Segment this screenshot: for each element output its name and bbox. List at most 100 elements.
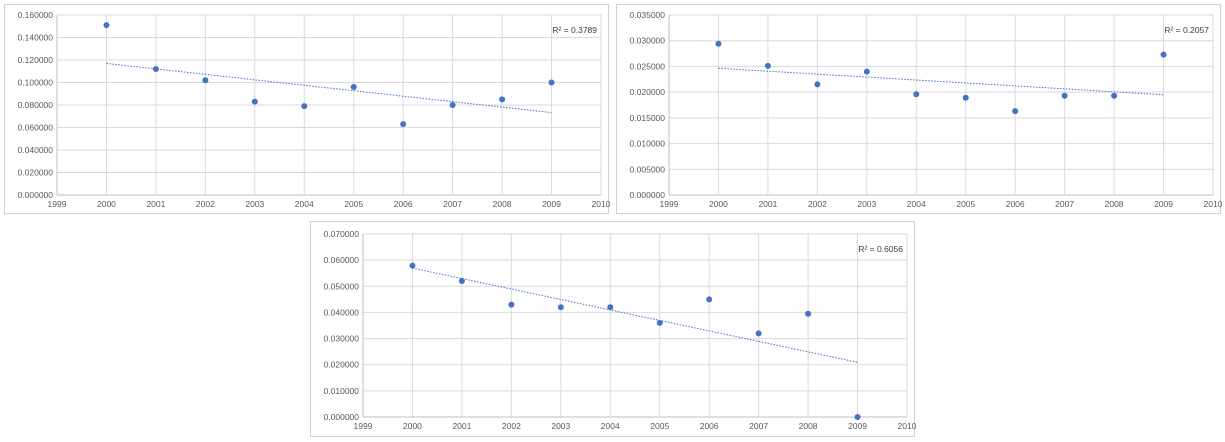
r-squared-label: R² = 0.6056 [858,244,903,254]
y-tick-label: 0.000000 [18,190,54,200]
data-point [152,66,159,72]
data-point [251,98,258,105]
chart-2-svg: 0.000000 0.005000 0.010000 0.015000 0.020000… [630,10,1223,209]
y-tick-label: 0.060000 [324,255,360,265]
data-point [449,102,456,108]
y-tick-label: 0.120000 [18,55,54,65]
x-tick-label: 2004 [601,421,620,431]
y-tick-label: 0.015000 [630,113,666,123]
x-tick-label: 2000 [97,199,116,209]
x-tick-label: 2006 [394,199,413,209]
x-tick-label: 2007 [443,199,462,209]
y-tick-label: 0.025000 [630,61,666,71]
data-point [400,121,407,128]
y-tick-label: 0.020000 [324,360,360,370]
x-tick-label: 2010 [1204,199,1223,209]
x-tick-label: 2006 [700,421,719,431]
data-point [854,414,861,420]
x-tick-label: 2004 [295,199,314,209]
y-tick-label: 0.100000 [18,78,54,88]
r-squared-label: R² = 0.2057 [1164,25,1209,35]
y-tick-label: 0.060000 [18,123,54,133]
data-point [962,94,969,101]
x-tick-label: 2005 [344,199,363,209]
x-tick-label: 2000 [403,421,422,431]
y-tick-label: 0.020000 [630,87,666,97]
data-point [805,310,812,317]
chart-panel-1: 0.000000 0.020000 0.040000 0.060000 0.080000… [4,4,611,214]
data-point [1160,51,1167,58]
chart-3-svg: 0.000000 0.010000 0.020000 0.030000 0.040000… [324,229,917,431]
trendline [718,67,1164,96]
data-point [548,79,555,86]
x-tick-label: 1999 [354,421,373,431]
x-tick-label: 2000 [709,199,728,209]
y-tick-label: 0.005000 [630,164,666,174]
y-tick-label: 0.040000 [18,145,54,155]
data-point [557,304,564,311]
x-tick-label: 2003 [857,199,876,209]
y-tick-label: 0.040000 [324,307,360,317]
data-point [1061,92,1068,99]
data-point [755,330,762,337]
x-tick-label: 2008 [799,421,818,431]
data-point [715,40,722,47]
data-point [1111,92,1118,99]
data-point [409,262,416,269]
x-tick-label: 2001 [758,199,777,209]
y-tick-label: 0.030000 [630,36,666,46]
y-tick-label: 0.070000 [324,229,360,239]
r-squared-label: R² = 0.3789 [552,25,597,35]
x-tick-label: 2001 [146,199,165,209]
x-tick-label: 2009 [848,421,867,431]
x-tick-label: 2007 [1055,199,1074,209]
x-tick-label: 2002 [502,421,521,431]
x-tick-label: 2010 [898,421,917,431]
trendline [412,267,858,363]
y-tick-label: 0.010000 [324,386,360,396]
chart-panel-3: 0.000000 0.010000 0.020000 0.030000 0.040000… [310,221,917,437]
chart-1-svg: 0.000000 0.020000 0.040000 0.060000 0.080000… [18,10,611,209]
data-point [656,319,663,326]
x-tick-label: 2007 [749,421,768,431]
data-point [350,84,357,90]
x-tick-label: 2006 [1006,199,1025,209]
chart-panel-2: 0.000000 0.005000 0.010000 0.015000 0.020000… [616,4,1223,214]
x-tick-label: 2009 [1154,199,1173,209]
data-point [301,103,308,110]
x-tick-label: 2008 [493,199,512,209]
data-point [508,301,515,308]
data-point [458,278,465,285]
x-tick-label: 2002 [196,199,215,209]
x-tick-label: 2010 [592,199,611,209]
y-tick-label: 0.000000 [324,412,360,422]
x-tick-label: 2003 [551,421,570,431]
y-tick-label: 0.050000 [324,281,360,291]
y-tick-label: 0.000000 [630,190,666,200]
y-tick-label: 0.160000 [18,10,54,20]
x-tick-label: 1999 [660,199,679,209]
data-point [1012,108,1019,115]
data-point [814,81,821,88]
x-tick-label: 2002 [808,199,827,209]
data-point [103,22,110,29]
data-point [863,68,870,75]
y-tick-label: 0.020000 [18,168,54,178]
x-tick-label: 1999 [48,199,67,209]
data-point [764,62,771,69]
y-tick-label: 0.010000 [630,139,666,149]
y-tick-label: 0.140000 [18,33,54,43]
x-tick-label: 2009 [542,199,561,209]
y-tick-label: 0.035000 [630,10,666,20]
x-tick-label: 2004 [907,199,926,209]
data-point [499,96,506,103]
data-point [202,77,209,84]
data-point [607,304,614,311]
x-tick-label: 2001 [452,421,471,431]
data-point [706,296,713,303]
x-tick-label: 2005 [650,421,669,431]
y-tick-label: 0.080000 [18,100,54,110]
x-tick-label: 2005 [956,199,975,209]
x-tick-label: 2003 [245,199,264,209]
x-tick-label: 2008 [1105,199,1124,209]
